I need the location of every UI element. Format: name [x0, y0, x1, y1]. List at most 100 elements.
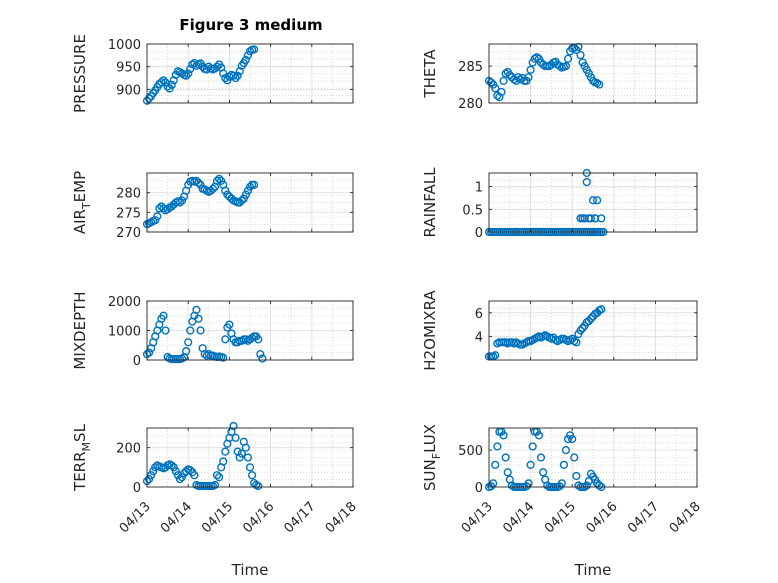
y-tick-label: 1 — [475, 181, 483, 196]
y-axis-label: SUNFLUX — [421, 424, 443, 491]
data-point — [219, 69, 228, 78]
x-tick-label: 04/13 — [117, 499, 154, 536]
y-axis-label: MIXDEPTH — [71, 291, 89, 369]
data-point — [212, 62, 222, 71]
y-tick-label: 950 — [116, 61, 141, 76]
data-point — [497, 87, 506, 97]
y-tick-label: 0 — [133, 481, 141, 496]
y-tick-label: 285 — [458, 60, 483, 75]
y-tick-label: 270 — [116, 226, 141, 241]
data-point — [524, 73, 533, 82]
axes-box — [488, 300, 698, 361]
data-point — [597, 214, 606, 223]
data-point — [499, 76, 508, 85]
x-tick-label: 04/18 — [323, 499, 360, 536]
data-point — [584, 316, 593, 326]
data-point — [237, 196, 246, 205]
data-point — [586, 314, 596, 323]
data-point — [588, 76, 598, 85]
data-point — [190, 471, 199, 480]
data-point — [157, 78, 166, 87]
data-point — [588, 196, 598, 205]
data-point — [576, 326, 585, 335]
data-point — [578, 324, 587, 333]
data-point — [159, 76, 168, 85]
data-point — [243, 453, 253, 462]
data-point — [210, 480, 220, 490]
x-tick-label: 04/14 — [158, 499, 195, 536]
x-tick-label: 04/16 — [584, 499, 621, 536]
data-point — [503, 468, 512, 477]
data-point — [491, 460, 500, 469]
data-point — [221, 186, 230, 195]
data-point — [221, 335, 230, 344]
data-point — [245, 463, 255, 472]
data-point — [184, 338, 193, 347]
data-point — [182, 347, 191, 356]
x-tick-label: 04/16 — [240, 499, 277, 536]
data-point — [192, 305, 201, 314]
data-point — [229, 71, 238, 80]
data-point — [486, 78, 496, 87]
data-point — [159, 311, 168, 320]
data-point — [196, 326, 205, 335]
data-point — [595, 80, 604, 89]
data-point — [505, 70, 514, 80]
data-point — [229, 421, 238, 431]
data-point — [501, 69, 510, 78]
data-point — [582, 177, 591, 187]
data-point — [563, 54, 573, 63]
data-point — [161, 326, 170, 335]
data-point — [572, 471, 581, 481]
y-tick-label: 0 — [475, 481, 483, 496]
data-point — [561, 446, 571, 455]
data-point — [534, 431, 544, 440]
data-point — [491, 351, 500, 360]
data-point — [177, 354, 187, 363]
y-tick-label: 280 — [116, 187, 141, 202]
data-point — [169, 463, 178, 472]
data-point — [582, 481, 591, 490]
y-tick-label: 500 — [458, 444, 483, 459]
x-tick-label: 04/15 — [542, 499, 579, 536]
y-tick-label: 0 — [133, 354, 141, 369]
data-point — [532, 53, 541, 62]
y-axis-label: THETA — [421, 49, 439, 99]
data-point — [167, 461, 176, 470]
data-point — [167, 80, 176, 89]
data-point — [254, 335, 263, 344]
y-tick-label: 4 — [475, 330, 483, 345]
data-point — [163, 82, 172, 91]
data-point — [194, 314, 203, 323]
data-point — [245, 182, 255, 191]
subplot-1: 900 950 1000 PRESSURE — [71, 34, 354, 113]
data-point — [235, 453, 244, 462]
y-tick-label: 6 — [475, 307, 483, 322]
data-point — [219, 457, 228, 466]
data-point — [186, 326, 195, 335]
data-point — [194, 178, 203, 187]
y-axis-label: H2OMIXRA — [421, 290, 439, 371]
data-point — [184, 69, 193, 78]
data-point — [177, 196, 187, 205]
data-point — [208, 184, 218, 193]
data-point — [597, 305, 606, 314]
x-tick-label: 04/13 — [459, 499, 496, 536]
x-axis-label: Time — [231, 561, 269, 579]
data-point — [568, 434, 577, 444]
data-point — [593, 196, 602, 205]
subplot-7: 0 200 04/13 04/14 04/15 04/16 04/17 04/18 Time TE… — [71, 421, 360, 579]
axes-box — [146, 427, 354, 488]
y-tick-label: 200 — [116, 442, 141, 457]
subplot-6: 4 6 H2OMIXRA — [421, 290, 698, 371]
axes-box — [488, 172, 698, 233]
data-point — [247, 471, 257, 480]
data-point — [144, 348, 154, 357]
data-point — [254, 481, 263, 491]
data-point — [186, 466, 195, 475]
data-point — [256, 350, 265, 359]
data-point — [177, 473, 187, 482]
axes-box — [146, 172, 354, 233]
data-point — [225, 320, 234, 329]
data-point — [499, 431, 508, 440]
